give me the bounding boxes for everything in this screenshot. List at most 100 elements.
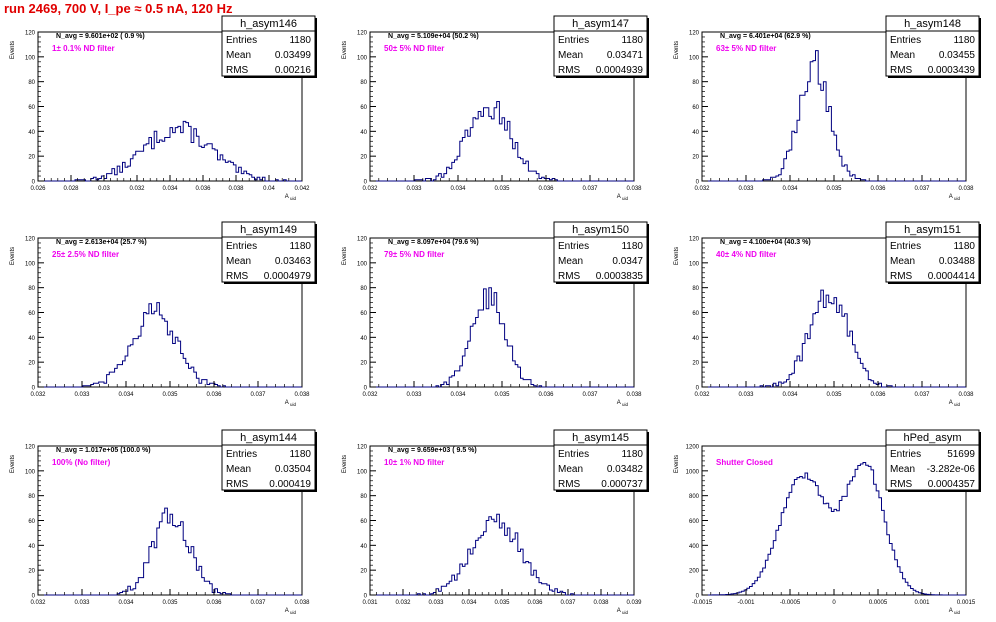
- x-tick-label: 0: [832, 600, 836, 606]
- stats-label-entries: Entries: [226, 35, 257, 46]
- stats-value-rms: 0.000737: [601, 479, 643, 490]
- y-tick-label: 60: [28, 105, 35, 111]
- stats-shadow-right: [315, 224, 317, 284]
- y-tick-label: 120: [357, 445, 368, 451]
- navg-label: N_avg = 6.401e+04 (62.9 %): [720, 33, 811, 40]
- stats-shadow-right: [647, 18, 649, 78]
- x-tick-label: 0.036: [527, 600, 543, 606]
- stats-label-entries: Entries: [890, 241, 921, 252]
- x-axis-label: A uid: [285, 608, 297, 615]
- filter-label: 10± 1% ND filter: [384, 458, 444, 467]
- stats-label-entries: Entries: [890, 35, 921, 46]
- stats-box-frame: [221, 221, 316, 283]
- y-tick-label: 60: [692, 311, 699, 317]
- x-tick-label: 0.038: [228, 186, 244, 192]
- x-tick-label: 0.038: [593, 600, 609, 606]
- histogram-panel: 0 20 40 60 80 100 120 0.032 0.033 0.034 0.035 0.036…: [10, 429, 317, 615]
- x-tick-label: 0.033: [738, 186, 754, 192]
- y-tick-label: 0: [364, 386, 368, 392]
- histogram-panel: 0 20 40 60 80 100 120 0.032 0.033 0.034 0.035 0.036…: [674, 221, 981, 407]
- y-tick-label: 40: [692, 336, 699, 342]
- x-tick-label: -0.001: [737, 600, 755, 606]
- stats-value-rms: 0.0003835: [596, 271, 644, 282]
- y-tick-label: 100: [25, 469, 36, 475]
- x-tick-label: 0.035: [494, 392, 510, 398]
- stats-value-entries: 1180: [953, 241, 975, 252]
- stats-value-mean: 0.03499: [275, 50, 312, 61]
- x-tick-label: 0.037: [560, 600, 576, 606]
- y-tick-label: 120: [25, 31, 36, 37]
- y-tick-label: 600: [689, 519, 700, 525]
- y-tick-label: 40: [360, 544, 367, 550]
- x-tick-label: 0.034: [118, 392, 134, 398]
- y-tick-label: 80: [28, 286, 35, 292]
- stats-value-mean: 0.03455: [939, 50, 976, 61]
- y-tick-label: 800: [689, 494, 700, 500]
- x-axis-label-subscript: uid: [621, 402, 629, 407]
- y-tick-label: 0: [696, 594, 700, 600]
- x-tick-label: 0.037: [250, 392, 266, 398]
- stats-label-rms: RMS: [890, 65, 913, 76]
- x-tick-label: 0.026: [30, 186, 46, 192]
- histogram-line: [370, 513, 634, 596]
- x-axis-label-subscript: uid: [953, 610, 961, 615]
- stats-histogram-name: h_asym149: [240, 224, 297, 236]
- stats-value-rms: 0.0003439: [928, 65, 976, 76]
- stats-value-rms: 0.0004939: [596, 65, 644, 76]
- y-axis-label: Events: [674, 41, 680, 59]
- y-tick-label: 20: [28, 155, 35, 161]
- x-tick-label: 0.034: [782, 186, 798, 192]
- y-tick-label: 60: [28, 311, 35, 317]
- x-tick-label: 0.0015: [957, 600, 976, 606]
- x-tick-label: 0.032: [362, 392, 378, 398]
- y-tick-label: 100: [357, 469, 368, 475]
- stats-shadow-bottom: [888, 282, 981, 284]
- histogram-line: [38, 302, 302, 388]
- y-tick-label: 0: [364, 594, 368, 600]
- navg-label: N_avg = 5.109e+04 (50.2 %): [388, 33, 479, 40]
- x-tick-label: 0.038: [294, 392, 310, 398]
- x-tick-label: 0.036: [870, 392, 886, 398]
- y-tick-label: 120: [689, 237, 700, 243]
- y-tick-label: 60: [28, 519, 35, 525]
- x-tick-label: 0.036: [538, 186, 554, 192]
- navg-label: N_avg = 2.613e+04 (25.7 %): [56, 239, 147, 246]
- stats-label-entries: Entries: [558, 449, 589, 460]
- x-tick-label: 0.036: [538, 392, 554, 398]
- stats-label-mean: Mean: [890, 50, 915, 61]
- x-tick-label: 0.034: [782, 392, 798, 398]
- x-tick-label: 0.038: [626, 392, 642, 398]
- y-tick-label: 40: [28, 336, 35, 342]
- stats-shadow-bottom: [888, 76, 981, 78]
- x-tick-label: 0.036: [206, 600, 222, 606]
- x-axis-label-subscript: uid: [953, 402, 961, 407]
- x-tick-label: 0.036: [195, 186, 211, 192]
- stats-value-entries: 1180: [289, 35, 311, 46]
- x-axis-label-subscript: uid: [289, 610, 297, 615]
- stats-box-frame: [221, 429, 316, 491]
- y-tick-label: 0: [32, 386, 36, 392]
- x-tick-label: 0.03: [98, 186, 110, 192]
- stats-shadow-right: [979, 18, 981, 78]
- x-tick-label: 0.032: [30, 392, 46, 398]
- x-axis-label: A uid: [617, 608, 629, 615]
- x-tick-label: 0.035: [494, 186, 510, 192]
- histogram-panel: 0 20 40 60 80 100 120 0.031 0.032 0.033 0.034 0.035…: [342, 429, 649, 615]
- y-tick-label: 100: [357, 261, 368, 267]
- stats-label-rms: RMS: [558, 65, 581, 76]
- stats-label-mean: Mean: [226, 256, 251, 267]
- x-tick-label: 0.035: [162, 392, 178, 398]
- x-tick-label: 0.038: [294, 600, 310, 606]
- stats-value-rms: 0.0004357: [928, 479, 976, 490]
- stats-box-frame: [553, 429, 648, 491]
- stats-shadow-bottom: [556, 490, 649, 492]
- x-tick-label: 0.032: [30, 600, 46, 606]
- stats-box: h_asym149 Entries 1180 Mean 0.03463 RMS 0.0004…: [221, 221, 317, 284]
- stats-histogram-name: h_asym150: [572, 224, 629, 236]
- y-tick-label: 60: [360, 105, 367, 111]
- histogram-line: [370, 101, 634, 182]
- stats-label-rms: RMS: [226, 271, 249, 282]
- navg-label: N_avg = 4.100e+04 (40.3 %): [720, 239, 811, 246]
- y-tick-label: 20: [360, 569, 367, 575]
- x-tick-label: 0.036: [206, 392, 222, 398]
